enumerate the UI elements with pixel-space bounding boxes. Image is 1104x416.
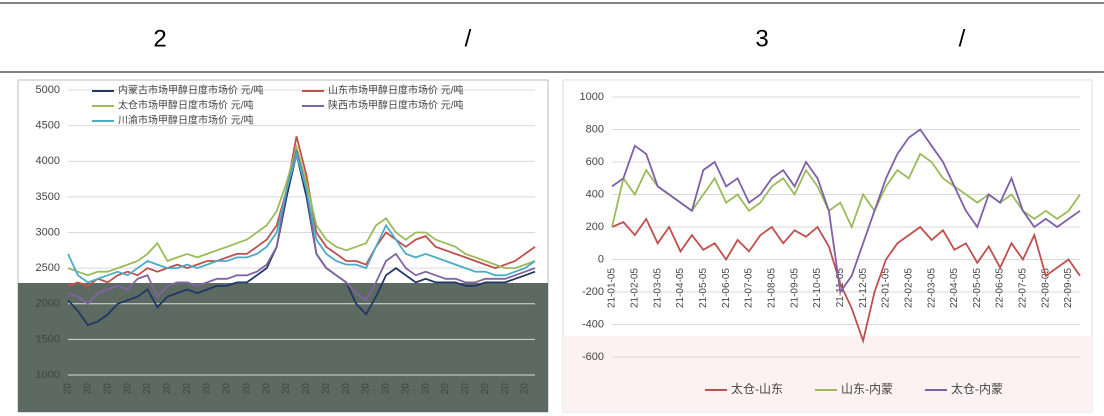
x-tick-label: 20 xyxy=(222,383,233,395)
y-tick-label: -600 xyxy=(582,351,604,363)
x-tick-label: 20 xyxy=(63,383,74,395)
series-line xyxy=(67,153,536,327)
x-tick-label: 20 xyxy=(102,383,113,395)
overlay xyxy=(563,336,1092,412)
legend-label: 山东-内蒙 xyxy=(841,382,893,396)
x-tick-label: 20 xyxy=(361,383,372,395)
x-tick-label: 20 xyxy=(321,383,332,395)
x-tick-label: 20 xyxy=(341,383,352,395)
x-tick-label: 22-07-05 xyxy=(1018,268,1029,308)
y-tick-label: 4500 xyxy=(36,120,60,132)
x-tick-label: 22-03-05 xyxy=(926,268,937,308)
y-tick-label: 0 xyxy=(598,253,604,265)
x-tick-label: 22-01-05 xyxy=(881,268,892,308)
legend-label: 太仓-山东 xyxy=(731,381,783,396)
figure-number: 3 xyxy=(755,25,768,52)
x-tick-label: 20 xyxy=(241,383,252,395)
x-tick-label: 20 xyxy=(520,383,531,395)
x-tick-label: 21-08-05 xyxy=(766,268,777,308)
legend-label: 太仓-内蒙 xyxy=(951,381,1003,396)
y-tick-label: 200 xyxy=(586,221,604,233)
x-tick-label: 22-09-05 xyxy=(1063,268,1074,308)
x-tick-label: 21-10-05 xyxy=(812,268,823,308)
x-tick-label: 21-04-05 xyxy=(675,268,686,308)
y-tick-label: 1000 xyxy=(580,91,604,103)
y-tick-label: 4000 xyxy=(36,155,60,167)
y-tick-label: 800 xyxy=(586,123,604,135)
legend-label: 太仓市场甲醇日度市场价 元/吨 xyxy=(118,99,254,112)
figure-slash: / xyxy=(465,25,472,52)
x-tick-label: 20 xyxy=(162,383,173,395)
x-tick-label: 22-05-05 xyxy=(972,268,983,308)
y-tick-label: 600 xyxy=(586,156,604,168)
series-line xyxy=(67,143,536,277)
y-tick-label: 1000 xyxy=(36,369,60,381)
x-tick-label: 20 xyxy=(400,383,411,395)
legend-label: 山东市场甲醇日度市场价 元/吨 xyxy=(328,84,464,97)
x-tick-label: 21-12-05 xyxy=(858,268,869,308)
x-tick-label: 21-05-05 xyxy=(698,268,709,308)
x-tick-label: 22-04-05 xyxy=(949,268,960,308)
x-tick-label: 20 xyxy=(440,383,451,395)
chart-2: -600 -400 -200 0 200 400 600 800 1000 21-01-05 21-… xyxy=(563,91,1092,412)
x-tick-label: 21-09-05 xyxy=(789,268,800,308)
series-line xyxy=(611,128,1081,295)
x-tick-label: 20 xyxy=(301,383,312,395)
series-line xyxy=(67,150,536,284)
x-tick-label: 21-07-05 xyxy=(744,268,755,308)
x-tick-label: 20 xyxy=(420,383,431,395)
x-tick-label: 20 xyxy=(480,383,491,395)
x-tick-label: 21-02-05 xyxy=(629,268,640,308)
series-line xyxy=(67,136,536,287)
x-tick-label: 22-08-05 xyxy=(1040,268,1051,308)
chart-1: 1000 1500 2000 2500 3000 3500 4000 4500 5000 20 20… xyxy=(18,84,548,412)
legend-label: 陕西市场甲醇日度市场价 元/吨 xyxy=(328,99,464,112)
legend-label: 川渝市场甲醇日度市场价 元/吨 xyxy=(118,114,254,127)
overlay xyxy=(18,283,548,412)
x-tick-label: 21-01-05 xyxy=(607,268,618,308)
y-tick-label: -200 xyxy=(582,286,604,298)
x-tick-label: 20 xyxy=(182,383,193,395)
series-line xyxy=(611,217,1081,345)
y-tick-label: 5000 xyxy=(36,84,60,96)
x-tick-label: 20 xyxy=(281,383,292,395)
x-tick-label: 20 xyxy=(142,383,153,395)
y-tick-label: 3000 xyxy=(36,226,60,238)
y-tick-label: 1500 xyxy=(36,333,60,345)
y-tick-label: 2500 xyxy=(36,262,60,274)
x-tick-label: 20 xyxy=(500,383,511,395)
y-tick-label: -400 xyxy=(582,318,604,330)
y-tick-label: 400 xyxy=(586,188,604,200)
x-tick-label: 20 xyxy=(122,383,133,395)
x-tick-label: 20 xyxy=(261,383,272,395)
x-tick-label: 20 xyxy=(381,383,392,395)
y-tick-label: 2000 xyxy=(36,298,60,310)
x-tick-label: 22-02-05 xyxy=(903,268,914,308)
x-tick-label: 20 xyxy=(460,383,471,395)
x-tick-label: 20 xyxy=(83,383,94,395)
y-tick-label: 3500 xyxy=(36,191,60,203)
figure-slash: / xyxy=(959,25,966,52)
x-tick-label: 21-03-05 xyxy=(652,268,663,308)
x-tick-label: 21-06-05 xyxy=(721,268,732,308)
x-tick-label: 20 xyxy=(202,383,213,395)
figure-number: 2 xyxy=(153,25,166,52)
legend-label: 内蒙古市场甲醇日度市场价 元/吨 xyxy=(118,84,264,97)
x-tick-label: 22-06-05 xyxy=(995,268,1006,308)
